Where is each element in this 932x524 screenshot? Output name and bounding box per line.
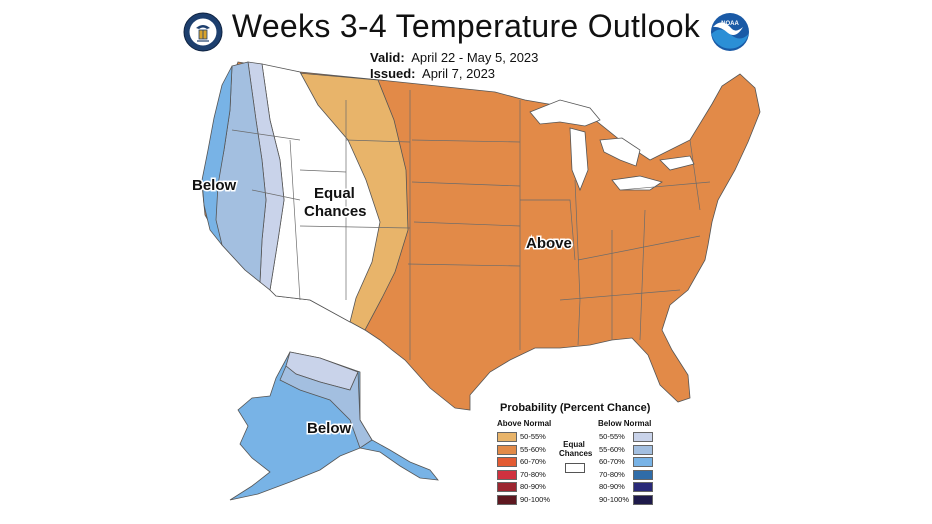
legend-above-swatch (497, 494, 517, 505)
legend-above-label: 70-80% (520, 469, 546, 479)
state-borders (231, 90, 711, 360)
issued-value: April 7, 2023 (422, 66, 496, 81)
issued-date: Issued: April 7, 2023 (370, 66, 495, 81)
legend-below-row: 50-55% (493, 432, 663, 442)
legend-below-row: 90-100% (493, 494, 663, 505)
legend-above-swatch (497, 469, 517, 480)
equal-chances-label-line1: Equal (314, 185, 355, 202)
legend-below-label: 50-55% (599, 432, 625, 441)
legend-above-swatch (497, 444, 517, 455)
valid-label: Valid: (370, 50, 405, 65)
legend-above-label: 60-70% (520, 457, 546, 466)
legend-above-row: 70-80% (493, 469, 663, 480)
legend-equal-chances-swatch (565, 463, 585, 473)
legend-below-label: 60-70% (599, 457, 625, 466)
legend-above-row: 60-70% (493, 457, 663, 467)
legend-above-row: 55-60% (493, 444, 663, 455)
legend-above-swatch (497, 457, 517, 467)
legend-below-row: 70-80% (493, 469, 663, 480)
alaska-below-55-60-band (279, 365, 373, 449)
legend-below-swatch (633, 432, 653, 442)
legend-above-label: 55-60% (520, 444, 546, 454)
legend-below-row: 80-90% (493, 482, 663, 492)
legend-above-row: 50-55% (493, 432, 663, 442)
above-label: Above (526, 235, 572, 252)
legend-above-heading: Above Normal (497, 419, 552, 428)
noaa-logo-text: NOAA (721, 21, 739, 27)
legend-below-swatch (633, 494, 653, 505)
legend-above-label: 50-55% (520, 432, 546, 441)
conus-below-60-70-band (201, 65, 233, 246)
legend-below-label: 90-100% (599, 494, 630, 504)
below-west-label: Below (192, 177, 237, 194)
legend-above-label: 90-100% (520, 494, 551, 504)
legend-below-label: 55-60% (599, 444, 625, 454)
legend-below-swatch (633, 482, 653, 492)
legend-equal-line1: Equal (563, 440, 585, 449)
legend-above-row: 90-100% (493, 494, 663, 505)
legend-below-swatch (633, 444, 653, 455)
legend-equal-chances-label: Equal Chances (559, 440, 593, 458)
great-lakes (529, 99, 695, 192)
legend-below-swatch (633, 457, 653, 467)
alaska-region (229, 351, 439, 501)
below-alaska-label: Below (307, 420, 352, 437)
legend-above-row: 80-90% (493, 482, 663, 492)
legend-title: Probability (Percent Chance) (500, 402, 651, 414)
legend-below-swatch (633, 469, 653, 480)
probability-legend: Probability (Percent Chance) Above Norma… (493, 402, 663, 512)
department-of-commerce-seal-icon (183, 12, 223, 52)
legend-below-row: 60-70% (493, 457, 663, 467)
legend-below-row: 55-60% (493, 444, 663, 455)
noaa-logo-icon: NOAA (711, 13, 749, 51)
legend-above-swatch (497, 432, 517, 442)
page-title: Weeks 3-4 Temperature Outlook (231, 8, 701, 44)
equal-chances-label-line2: Chances (304, 203, 367, 220)
legend-equal-line2: Chances (559, 449, 593, 458)
valid-value: April 22 - May 5, 2023 (411, 50, 539, 65)
valid-dates: Valid: April 22 - May 5, 2023 (370, 50, 538, 65)
legend-below-heading: Below Normal (598, 419, 652, 428)
legend-above-label: 80-90% (520, 482, 546, 491)
legend-below-label: 70-80% (599, 469, 625, 479)
issued-label: Issued: (370, 66, 416, 81)
legend-above-swatch (497, 482, 517, 492)
legend-below-label: 80-90% (599, 482, 625, 491)
